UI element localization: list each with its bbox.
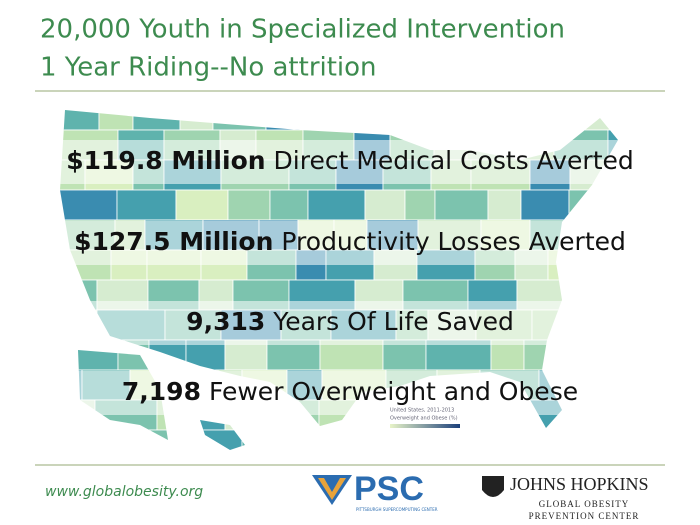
band [40,140,660,184]
highlight: 7,198 Fewer Overweight and Obese [122,377,578,406]
map-state [346,429,381,450]
map-state [144,429,180,450]
highlight-text: Direct Medical Costs Averted [274,146,634,175]
map-state [116,189,177,221]
jhu-name: JOHNS HOPKINS [510,474,649,494]
map-state [622,190,657,220]
band [40,301,660,345]
jhu-subtitle: GLOBAL OBESITY [539,499,629,509]
map-state [60,429,94,450]
map-state [424,429,486,450]
map-state [227,189,271,221]
map-state [434,189,489,221]
map-state [60,189,118,221]
map-state [98,110,134,131]
map-state [269,189,309,221]
jhu-shield [482,476,504,497]
highlight-text: Years Of Life Saved [272,307,514,336]
highlight: $127.5 Million Productivity Losses Averte… [74,227,626,256]
map-state [364,189,406,221]
highlight-figure: 7,198 [122,377,201,406]
highlight: $119.8 Million Direct Medical Costs Avert… [66,146,634,175]
map-state [578,429,618,450]
highlight: 9,313 Years Of Life Saved [186,307,514,336]
map-state [484,429,533,450]
psc-mark [312,475,352,505]
map-state [306,110,364,131]
map-state [241,429,294,450]
map-state [362,110,413,131]
map-state [179,110,214,131]
map-state [404,189,436,221]
legend-bar [390,424,460,428]
footer-url: www.globalobesity.org [45,484,203,500]
map-state [568,189,618,221]
map-state [379,429,426,450]
map-state [132,110,181,131]
psc-mark [318,478,346,500]
highlight-figure: 9,313 [186,307,265,336]
legend-subtitle: Overweight and Obese (%) [390,416,458,422]
bands [40,140,660,415]
map-state [487,189,522,221]
map-state [520,189,570,221]
map-state [265,110,308,131]
title-line: 1 Year Riding--No attrition [40,53,377,83]
highlight-figure: $127.5 Million [74,227,273,256]
map-state [531,429,580,450]
legend-title: United States, 2011-2013 [390,408,454,414]
map-state [467,110,521,131]
map-state [292,429,348,450]
map-state [92,429,146,450]
map-state [556,110,618,131]
highlight-text: Fewer Overweight and Obese [209,377,578,406]
psc-subtitle: PITTSBURGH SUPERCOMPUTING CENTER [356,507,438,512]
map-state [60,110,100,131]
map-state [624,100,658,130]
map-state [178,429,243,450]
map-state [307,189,366,221]
map-state [519,110,558,131]
highlight-text: Productivity Losses Averted [281,227,625,256]
psc-name: PSC [354,470,424,508]
map-state [411,110,469,131]
psc-logo: PSC PITTSBURGH SUPERCOMPUTING CENTER [312,470,438,512]
jhu-logo: JOHNS HOPKINS GLOBAL OBESITY PREVENTION … [482,474,649,521]
map-state [175,189,229,221]
jhu-subtitle: PREVENTION CENTER [529,511,640,521]
highlight-figure: $119.8 Million [66,146,265,175]
band [40,371,660,415]
title-line: 20,000 Youth in Specialized Intervention [40,15,565,45]
highlights: $119.8 Million Direct Medical Costs Avert… [66,146,634,406]
band [40,221,660,265]
map-state [212,110,267,131]
